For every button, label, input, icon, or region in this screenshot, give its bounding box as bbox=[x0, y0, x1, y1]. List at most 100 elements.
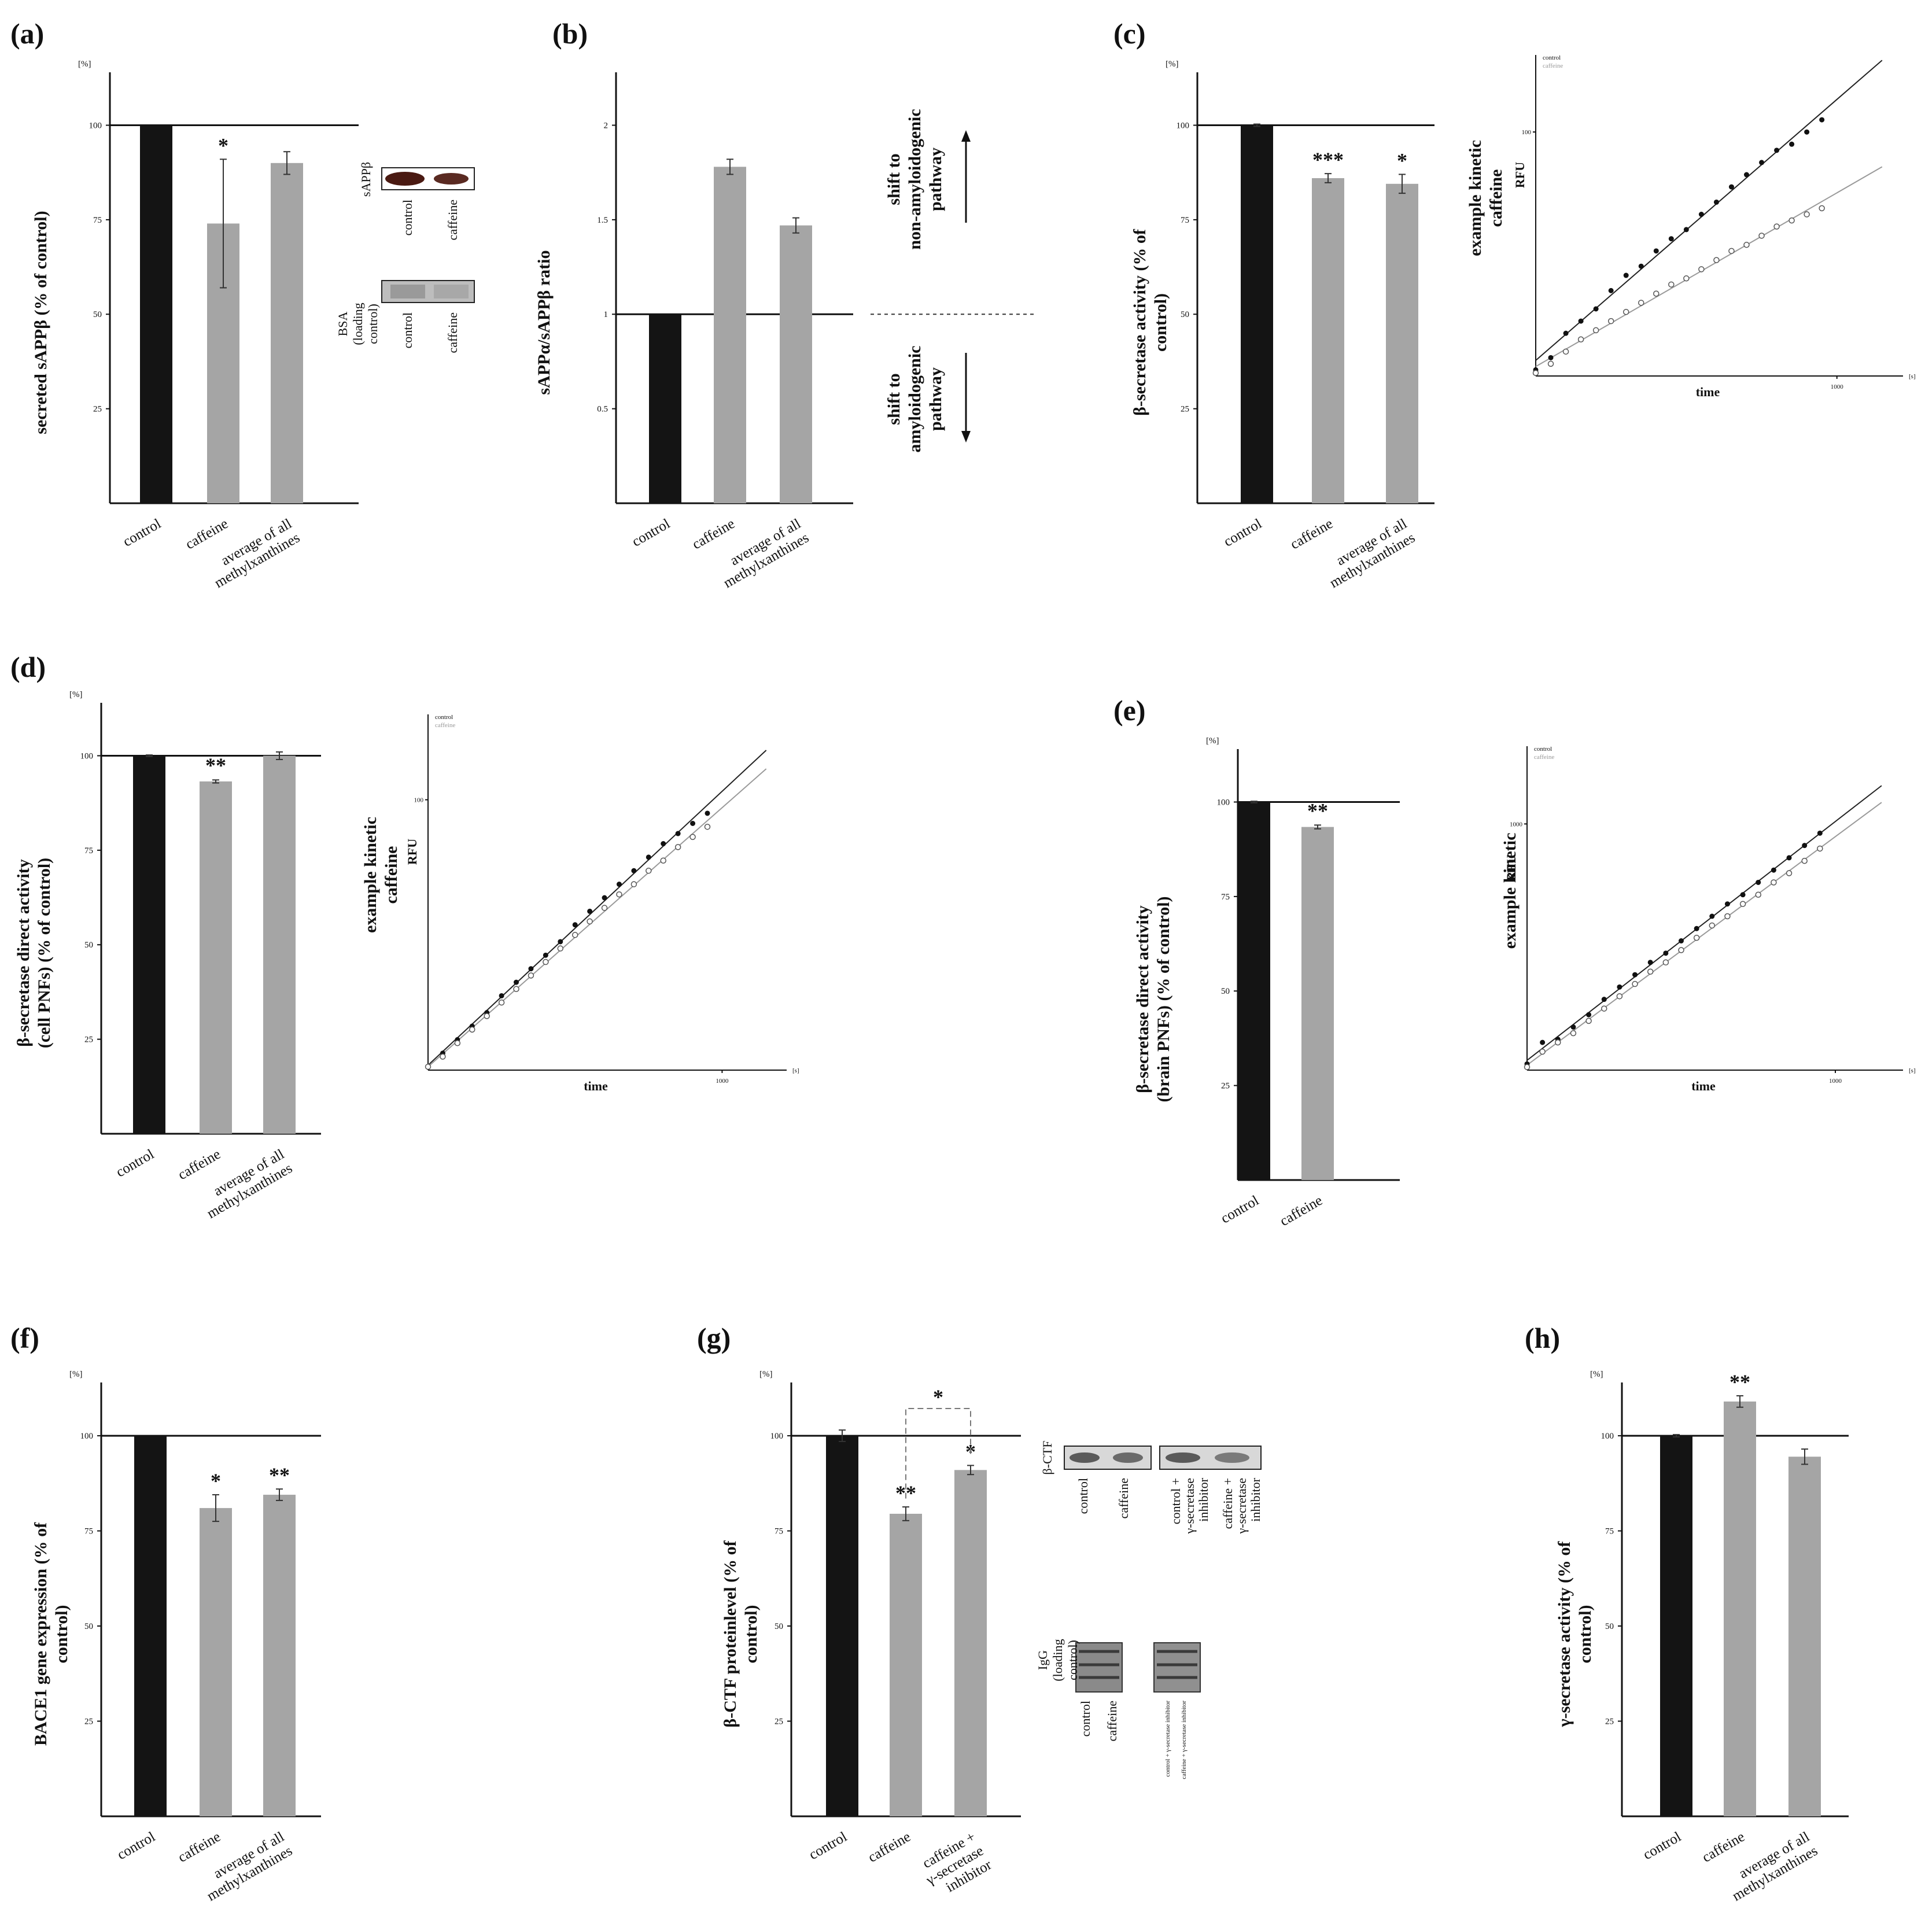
blot-band bbox=[390, 285, 425, 298]
y-label-line: example kinetic bbox=[361, 817, 380, 933]
y-label-line: (cell PNFs) (% of control) bbox=[35, 858, 54, 1048]
significance-mark: * bbox=[1397, 149, 1407, 172]
bar-h-0 bbox=[1660, 1436, 1692, 1816]
blot-lane-line: control + bbox=[1168, 1478, 1183, 1524]
point-caffeine bbox=[1601, 1005, 1607, 1012]
point-caffeine bbox=[1758, 233, 1765, 239]
point-caffeine bbox=[1585, 1017, 1592, 1024]
significance-mark: * bbox=[211, 1469, 221, 1492]
legend-control: control bbox=[1534, 746, 1552, 753]
category-line: control bbox=[629, 516, 673, 550]
panel-h: (h)[%]100755025control**caffeineaverage … bbox=[1525, 1322, 1849, 1904]
point-caffeine bbox=[689, 834, 696, 840]
arrow-down-head-icon bbox=[961, 431, 971, 443]
blot-label-line: BSA bbox=[335, 311, 350, 336]
category-label: caffeine bbox=[865, 1829, 913, 1865]
arrow-up-head-icon bbox=[961, 130, 971, 142]
category-label: control bbox=[1218, 1193, 1262, 1227]
point-caffeine bbox=[1647, 968, 1654, 975]
panel-g: (g)[%]100755025control**caffeine*caffein… bbox=[697, 1322, 1263, 1896]
panel-label: (e) bbox=[1113, 694, 1146, 727]
point-caffeine bbox=[1638, 300, 1644, 306]
category-label: control bbox=[120, 516, 164, 550]
y-label-line: BACE1 gene expression (% of bbox=[31, 1522, 50, 1746]
point-control bbox=[661, 841, 666, 847]
category-label: control bbox=[113, 1146, 157, 1181]
y-tick-label: 100 bbox=[80, 1432, 94, 1441]
blot-lane-label: caffeine + γ-secretase inhibitor bbox=[1181, 1701, 1188, 1779]
bar-h-1 bbox=[1724, 1401, 1756, 1816]
point-control bbox=[1548, 355, 1554, 360]
x-axis-label: time bbox=[584, 1079, 608, 1093]
point-caffeine bbox=[1562, 348, 1569, 355]
blot-label-line: (loading bbox=[1050, 1639, 1065, 1681]
point-caffeine bbox=[1709, 922, 1716, 929]
point-control bbox=[572, 922, 578, 928]
bar-e-0 bbox=[1238, 802, 1270, 1180]
point-caffeine bbox=[587, 918, 593, 925]
point-caffeine bbox=[1547, 360, 1554, 367]
y-label-line: β-CTF proteinlevel (% of bbox=[721, 1540, 740, 1727]
panel-label: (h) bbox=[1525, 1322, 1560, 1354]
significance-mark: *** bbox=[1312, 148, 1344, 171]
point-control bbox=[1694, 926, 1699, 931]
y-label-line: β-secretase direct activity bbox=[14, 859, 33, 1047]
y-axis-label: sAPPα/sAPPβ ratio bbox=[534, 250, 554, 394]
point-caffeine bbox=[1713, 257, 1720, 263]
category-label: caffeine bbox=[183, 516, 231, 552]
category-line: caffeine bbox=[1288, 516, 1336, 552]
fit-line-control bbox=[1535, 60, 1883, 361]
legend-control: control bbox=[1543, 54, 1561, 61]
point-caffeine bbox=[1786, 870, 1793, 876]
point-control bbox=[1653, 248, 1659, 254]
point-caffeine bbox=[528, 972, 534, 979]
y-tick-label: 50 bbox=[1605, 1622, 1614, 1631]
point-caffeine bbox=[1577, 336, 1584, 342]
shift-up-line: non-amyloidogenic bbox=[905, 109, 924, 249]
y-tick-label: 100 bbox=[770, 1432, 784, 1441]
point-caffeine bbox=[601, 905, 608, 911]
y-axis-label: example kinetic caffeine bbox=[361, 817, 401, 933]
point-control bbox=[1638, 263, 1644, 269]
point-control bbox=[1601, 997, 1607, 1002]
y-label-line: β-secretase activity (% of bbox=[1130, 228, 1149, 416]
y-label-line: control) bbox=[742, 1605, 761, 1663]
point-control bbox=[1578, 318, 1584, 324]
comparison-bracket bbox=[905, 1408, 971, 1499]
point-control bbox=[1679, 938, 1684, 944]
shift-up-line: shift to bbox=[884, 153, 904, 205]
blot-band bbox=[434, 285, 469, 298]
y-tick-label: 50 bbox=[93, 310, 102, 319]
y-tick-label: 25 bbox=[1605, 1717, 1614, 1727]
y-unit: [%] bbox=[69, 690, 83, 699]
blot-lane-label: control +γ-secretaseinhibitor bbox=[1168, 1477, 1211, 1534]
x-axis-label: time bbox=[1696, 385, 1720, 399]
shift-down-label: shift to amyloidogenic pathway bbox=[884, 346, 945, 453]
x-axis-label: time bbox=[1691, 1079, 1716, 1093]
point-control bbox=[1570, 1024, 1576, 1030]
point-control bbox=[1743, 172, 1749, 178]
category-line: control bbox=[115, 1829, 158, 1863]
y-tick-label: 1 bbox=[604, 310, 609, 319]
rfu-label: RFU bbox=[405, 839, 419, 865]
point-control bbox=[1759, 160, 1765, 165]
point-control bbox=[1817, 830, 1823, 836]
significance-mark: ** bbox=[1307, 799, 1328, 823]
panel-d: (d)[%]100755025control**caffeineaverage … bbox=[10, 651, 321, 1222]
y-label-line: β-secretase direct activity bbox=[1133, 905, 1152, 1093]
bar-f-1 bbox=[200, 1508, 232, 1816]
point-control bbox=[1709, 913, 1715, 919]
point-control bbox=[1593, 306, 1599, 312]
fit-line-control bbox=[1526, 785, 1882, 1061]
y-axis-label: β-secretase direct activity (cell PNFs) (… bbox=[14, 858, 54, 1048]
panel-e: (e) [%] 100 75 50 25 control ** caffeine β-secret… bbox=[1113, 694, 1400, 1229]
point-control bbox=[587, 908, 593, 914]
blot-lane-line: inhibitor bbox=[1196, 1477, 1211, 1521]
point-control bbox=[1586, 1012, 1592, 1017]
point-caffeine bbox=[1819, 205, 1825, 212]
legend-caffeine: caffeine bbox=[435, 722, 455, 729]
